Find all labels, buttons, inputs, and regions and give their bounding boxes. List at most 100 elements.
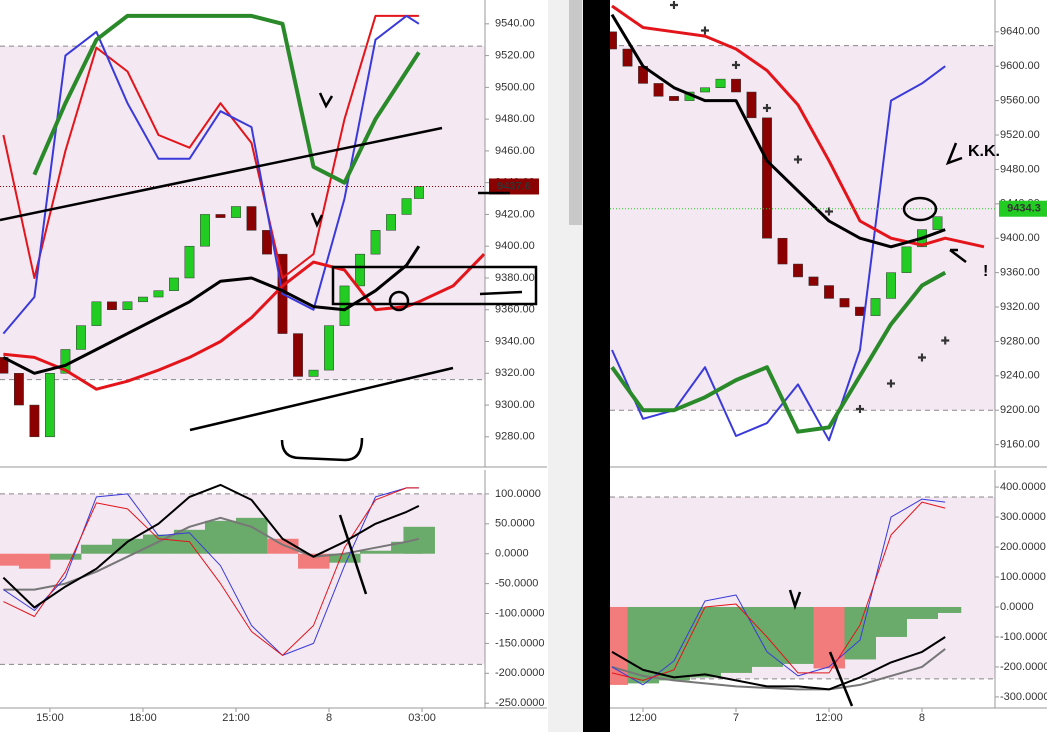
indicator-line bbox=[2, 483, 420, 609]
candle-body bbox=[414, 186, 424, 199]
candle-body bbox=[610, 31, 617, 50]
histogram-bar bbox=[329, 553, 361, 563]
y-tick-label: 9540.00 bbox=[495, 18, 535, 30]
y-tick-label: 9280.00 bbox=[1000, 335, 1040, 347]
chart-panel: 100.0000 50.0000 0.0000 -50.0000 -100.0000 -1… bbox=[0, 470, 547, 724]
candle-body bbox=[731, 78, 741, 93]
chart-panel: 400.0000 300.0000 200.0000 100.0000 0.0000 -1… bbox=[610, 470, 1047, 724]
candle-body bbox=[855, 306, 865, 316]
histogram-bar bbox=[689, 606, 722, 678]
y-tick-label: 9640.00 bbox=[1000, 26, 1040, 38]
drawings bbox=[0, 92, 967, 707]
indicator-line bbox=[2, 245, 421, 375]
x-tick-label: 03:00 bbox=[408, 712, 436, 724]
y-tick-label: 9560.00 bbox=[1000, 95, 1040, 107]
histogram-bar bbox=[906, 606, 938, 619]
candle-body bbox=[653, 83, 664, 97]
y-tick-label: 50.0000 bbox=[495, 518, 535, 530]
x-tick-label: 12:00 bbox=[629, 712, 657, 724]
y-tick-label: -100.0000 bbox=[1000, 631, 1047, 643]
candle-body bbox=[777, 237, 788, 265]
y-tick-label: 9520.00 bbox=[1000, 129, 1040, 141]
y-tick-label: 0.0000 bbox=[1000, 601, 1034, 613]
histogram-bar bbox=[360, 550, 392, 554]
histogram-bar bbox=[658, 606, 691, 681]
sar-dot: ✚ bbox=[855, 404, 864, 416]
histogram-bar bbox=[49, 553, 82, 560]
candle-body bbox=[715, 78, 726, 88]
histogram-bar bbox=[782, 606, 815, 664]
y-tick-label: -200.0000 bbox=[1000, 661, 1047, 673]
sar-dot: ✚ bbox=[886, 378, 895, 390]
y-tick-label: 9380.00 bbox=[495, 272, 535, 284]
scrollbar[interactable] bbox=[569, 0, 582, 225]
divider-black bbox=[583, 0, 610, 732]
y-tick-label: 9300.00 bbox=[495, 399, 535, 411]
candle-body bbox=[355, 253, 365, 287]
sar-dot: ✚ bbox=[731, 60, 740, 72]
candle-body bbox=[870, 298, 881, 316]
indicator-line bbox=[610, 270, 947, 434]
x-tick-label: 8 bbox=[919, 712, 925, 724]
sar-dot: ✚ bbox=[793, 155, 802, 167]
histogram-bar bbox=[875, 606, 907, 637]
candle-body bbox=[122, 301, 133, 310]
histogram-bar bbox=[610, 606, 629, 685]
candle-body bbox=[700, 87, 710, 93]
candle-body bbox=[401, 198, 412, 215]
histogram-bar bbox=[111, 538, 144, 554]
y-tick-label: -300.0000 bbox=[1000, 691, 1047, 703]
histogram-bar bbox=[813, 606, 846, 669]
chart-panel: 9280.00 9300.00 9320.00 9340.00 9360.00 9380.… bbox=[0, 0, 547, 468]
sar-dot: ✚ bbox=[762, 103, 771, 115]
indicator-line bbox=[3, 487, 419, 656]
x-tick-label: 7 bbox=[733, 712, 739, 724]
candle-body bbox=[293, 333, 303, 377]
plot-area bbox=[610, 496, 995, 691]
y-tick-label: -150.0000 bbox=[495, 637, 545, 649]
candle-body bbox=[45, 373, 55, 438]
y-tick-label: 9520.00 bbox=[495, 50, 535, 62]
indicator-line bbox=[611, 636, 946, 691]
y-tick-label: 9320.00 bbox=[1000, 301, 1040, 313]
candle-body bbox=[886, 272, 896, 299]
y-tick-label: 200.0000 bbox=[1000, 541, 1046, 553]
candle-body bbox=[793, 263, 803, 278]
y-tick-label: 9400.00 bbox=[495, 240, 535, 252]
y-tick-label: -50.0000 bbox=[495, 578, 538, 590]
y-tick-label: 0.0000 bbox=[495, 548, 529, 560]
y-tick-label: 9240.00 bbox=[1000, 370, 1040, 382]
sar-dot: ✚ bbox=[917, 353, 926, 365]
y-tick-label: 9600.00 bbox=[1000, 60, 1040, 72]
candle-body bbox=[14, 373, 24, 406]
candle-body bbox=[200, 214, 210, 247]
level-zone bbox=[610, 45, 995, 411]
candle-body bbox=[839, 298, 850, 308]
histogram-bar bbox=[80, 544, 113, 554]
y-tick-label: 9480.00 bbox=[495, 113, 535, 125]
y-tick-label: -100.0000 bbox=[495, 607, 545, 619]
y-tick-label: 9280.00 bbox=[495, 431, 535, 443]
candle-body bbox=[153, 290, 164, 298]
candle-body bbox=[76, 325, 86, 350]
histogram-bar bbox=[844, 606, 877, 660]
sar-dot: ✚ bbox=[669, 0, 678, 12]
y-tick-label: 9400.00 bbox=[1000, 232, 1040, 244]
y-tick-label: 9480.00 bbox=[1000, 163, 1040, 175]
candle-body bbox=[370, 230, 381, 255]
candle-body bbox=[231, 206, 241, 218]
candle-body bbox=[262, 230, 272, 255]
histogram-bar bbox=[720, 606, 753, 673]
last-price-box bbox=[489, 178, 539, 195]
indicator-line bbox=[611, 648, 946, 691]
y-tick-label: -250.0000 bbox=[495, 697, 545, 709]
histogram-bar bbox=[0, 553, 20, 566]
indicator-line bbox=[611, 4, 985, 249]
last-price-label: 9434.3 bbox=[1007, 203, 1041, 215]
last-price-label: 9437.6 bbox=[497, 180, 531, 192]
candle-body bbox=[107, 301, 117, 310]
candle-body bbox=[386, 214, 396, 231]
y-tick-label: 9360.00 bbox=[495, 304, 535, 316]
